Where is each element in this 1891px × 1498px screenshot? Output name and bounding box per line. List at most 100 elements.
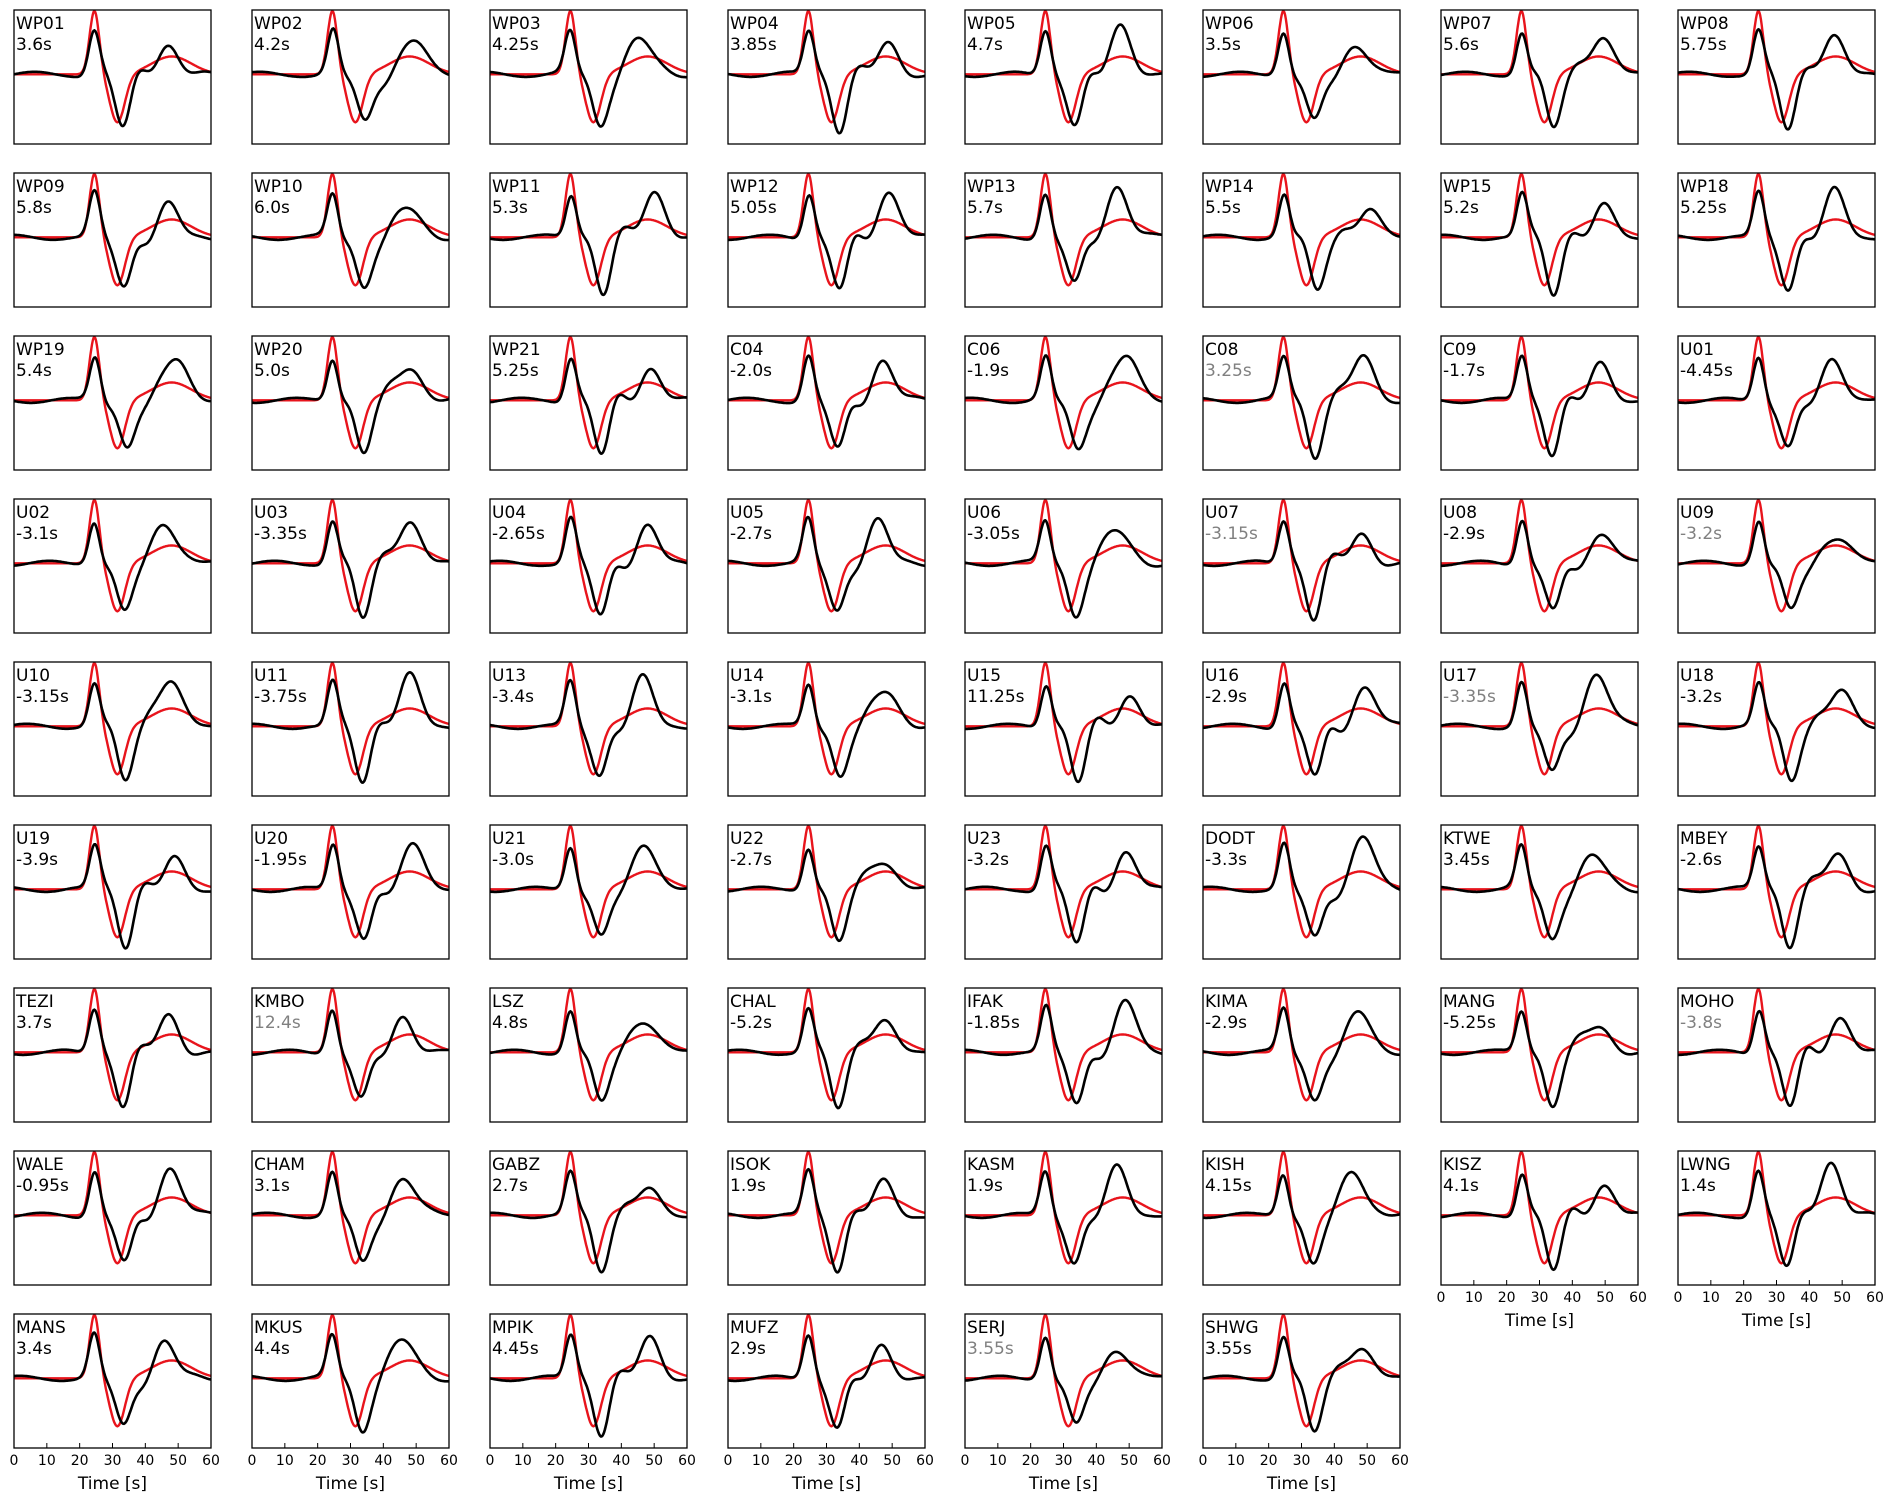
panel-frame <box>13 987 212 1123</box>
station-label: U04 <box>492 503 526 523</box>
time-shift-label: -2.9s <box>1205 687 1247 707</box>
station-label: MBEY <box>1680 829 1728 849</box>
station-label: KTWE <box>1443 829 1491 849</box>
x-tick-label: 10 <box>514 1453 532 1469</box>
synthetic-trace <box>965 825 1162 939</box>
observed-trace <box>252 670 449 784</box>
panel-frame <box>1677 498 1876 634</box>
time-shift-label: -4.45s <box>1680 361 1733 381</box>
x-tick-label: 0 <box>724 1453 733 1469</box>
station-label: WP01 <box>16 14 65 34</box>
time-shift-label: -2.9s <box>1443 524 1485 544</box>
station-label: KASM <box>967 1155 1015 1175</box>
observed-trace <box>965 998 1162 1105</box>
station-label: U21 <box>492 829 526 849</box>
synthetic-trace <box>14 825 211 939</box>
x-tick-label: 20 <box>1498 1290 1516 1306</box>
panel-frame <box>1202 498 1401 634</box>
observed-trace <box>1678 680 1875 783</box>
time-shift-label: -0.95s <box>16 1176 69 1196</box>
observed-trace <box>1203 354 1400 461</box>
x-tick-label: 50 <box>1358 1453 1376 1469</box>
synthetic-trace <box>490 988 687 1102</box>
panel-frame <box>1202 824 1401 960</box>
observed-trace <box>14 356 211 449</box>
time-shift-label: -2.65s <box>492 524 545 544</box>
panel-frame <box>964 1150 1163 1286</box>
observed-trace <box>1203 1006 1400 1102</box>
panel-frame <box>251 498 450 634</box>
synthetic-trace <box>728 10 925 124</box>
time-shift-label: 1.9s <box>967 1176 1003 1196</box>
time-shift-label: -2.7s <box>730 850 772 870</box>
panel-u08: U08-2.9s <box>1440 498 1639 634</box>
station-label: WP04 <box>730 14 779 34</box>
station-label: IFAK <box>967 992 1004 1012</box>
synthetic-trace <box>252 988 449 1102</box>
panel-u05: U05-2.7s <box>727 498 926 634</box>
panel-frame <box>251 987 450 1123</box>
panel-frame <box>251 1150 450 1286</box>
observed-trace <box>490 672 687 778</box>
station-label: SHWG <box>1205 1318 1259 1338</box>
panel-chal: CHAL-5.2s <box>727 987 926 1123</box>
synthetic-trace <box>1678 499 1875 613</box>
observed-trace <box>728 515 925 612</box>
observed-trace <box>490 515 687 616</box>
x-tick-label: 40 <box>850 1453 868 1469</box>
x-tick-label: 50 <box>1833 1290 1851 1306</box>
x-tick-label: 0 <box>10 1453 19 1469</box>
x-tick-label: 60 <box>202 1453 220 1469</box>
station-label: SERJ <box>967 1318 1005 1338</box>
station-label: KISZ <box>1443 1155 1482 1175</box>
x-tick-label: 20 <box>785 1453 803 1469</box>
panel-frame <box>727 987 926 1123</box>
observed-trace <box>965 1336 1162 1424</box>
panel-frame <box>727 498 926 634</box>
observed-trace <box>252 520 449 619</box>
synthetic-trace <box>252 662 449 776</box>
station-label: U08 <box>1443 503 1477 523</box>
time-shift-label: 3.55s <box>967 1339 1014 1359</box>
x-tick-label: 60 <box>440 1453 458 1469</box>
station-label: C08 <box>1205 340 1239 360</box>
observed-trace <box>252 841 449 941</box>
station-label: MUFZ <box>730 1318 779 1338</box>
panel-u10: U10-3.15s <box>13 661 212 797</box>
station-label: WP18 <box>1680 177 1729 197</box>
time-shift-label: 12.4s <box>254 1013 301 1033</box>
time-shift-label: 4.7s <box>967 35 1003 55</box>
panel-frame <box>1677 9 1876 145</box>
station-label: WP15 <box>1443 177 1492 197</box>
observed-trace <box>1441 32 1638 129</box>
time-shift-label: 3.6s <box>16 35 52 55</box>
observed-trace <box>728 683 925 779</box>
time-shift-label: 3.45s <box>1443 850 1490 870</box>
synthetic-trace <box>728 825 925 939</box>
x-tick-label: 30 <box>818 1453 836 1469</box>
station-label: U11 <box>254 666 288 686</box>
observed-trace <box>14 28 211 128</box>
x-tick-label: 10 <box>1465 1290 1483 1306</box>
observed-trace <box>490 1333 687 1438</box>
observed-trace <box>1441 190 1638 297</box>
station-label: GABZ <box>492 1155 540 1175</box>
station-label: WP09 <box>16 177 65 197</box>
station-label: U15 <box>967 666 1001 686</box>
synthetic-trace <box>1203 662 1400 776</box>
station-label: MPIK <box>492 1318 534 1338</box>
time-shift-label: 5.5s <box>1205 198 1241 218</box>
time-shift-label: 5.6s <box>1443 35 1479 55</box>
panel-wale: WALE-0.95s <box>13 1150 212 1286</box>
observed-trace <box>1203 1170 1400 1265</box>
observed-trace <box>1678 520 1875 610</box>
time-shift-label: -1.7s <box>1443 361 1485 381</box>
time-shift-label: -1.95s <box>254 850 307 870</box>
station-label: KIMA <box>1205 992 1248 1012</box>
